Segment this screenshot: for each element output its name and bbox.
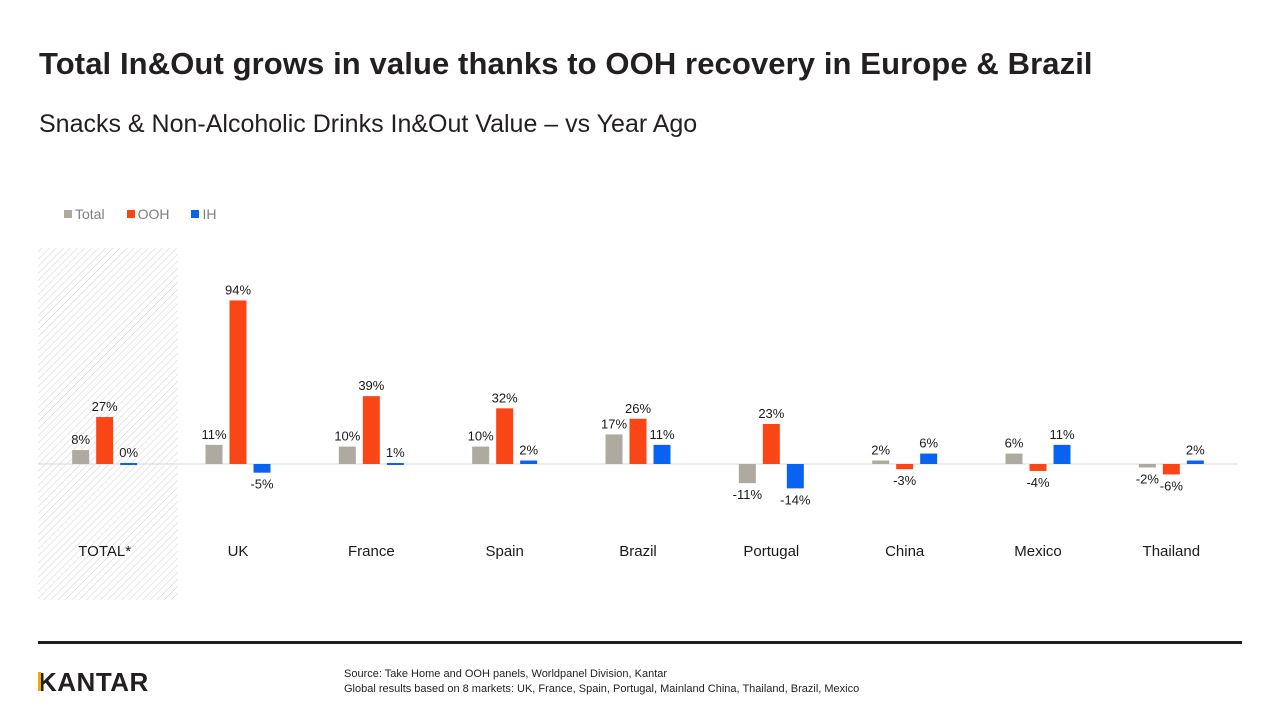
page-subtitle: Snacks & Non-Alcoholic Drinks In&Out Val… bbox=[39, 110, 698, 138]
logo-accent-mark bbox=[38, 672, 41, 691]
data-label-ooh-mexico: -4% bbox=[1026, 475, 1050, 490]
bar-total-thailand bbox=[1138, 464, 1156, 468]
bars-layer bbox=[72, 300, 1204, 489]
legend-item-ih: IH bbox=[191, 206, 216, 222]
data-label-ih-thailand: 2% bbox=[1186, 443, 1205, 458]
bar-ooh-france bbox=[362, 396, 380, 464]
data-label-ih-total: 0% bbox=[119, 445, 138, 460]
data-label-total-mexico: 6% bbox=[1005, 436, 1024, 451]
bar-total-brazil bbox=[605, 434, 623, 464]
data-label-ooh-france: 39% bbox=[358, 378, 384, 393]
source-line-2: Global results based on 8 markets: UK, F… bbox=[344, 683, 860, 695]
data-label-ooh-portugal: 23% bbox=[758, 406, 784, 421]
bar-ih-uk bbox=[253, 464, 271, 473]
legend-label-total: Total bbox=[75, 206, 105, 222]
bar-total-total bbox=[72, 450, 90, 464]
kantar-logo: KANTAR bbox=[38, 667, 149, 697]
bar-total-portugal bbox=[738, 464, 756, 484]
bar-ooh-portugal bbox=[762, 423, 780, 464]
bar-ih-thailand bbox=[1186, 460, 1204, 464]
bar-total-china bbox=[872, 460, 890, 464]
bar-ooh-brazil bbox=[629, 418, 647, 464]
bar-total-mexico bbox=[1005, 453, 1023, 464]
data-label-total-total: 8% bbox=[71, 432, 90, 447]
data-label-ih-uk: -5% bbox=[250, 477, 274, 492]
bar-ooh-thailand bbox=[1162, 464, 1180, 475]
bar-total-spain bbox=[472, 446, 490, 464]
data-label-ooh-total: 27% bbox=[92, 399, 118, 414]
data-label-total-brazil: 17% bbox=[601, 416, 627, 431]
category-label-brazil: Brazil bbox=[619, 543, 657, 560]
data-label-total-uk: 11% bbox=[201, 427, 226, 442]
data-label-ooh-uk: 94% bbox=[225, 282, 251, 297]
bar-ooh-china bbox=[896, 464, 914, 470]
category-label-total: TOTAL* bbox=[78, 543, 131, 560]
footer-divider bbox=[38, 641, 1242, 644]
bar-ooh-spain bbox=[496, 408, 514, 464]
legend-swatch-ooh bbox=[126, 210, 135, 218]
data-label-ooh-brazil: 26% bbox=[625, 401, 651, 416]
bar-total-uk bbox=[205, 444, 223, 464]
category-label-uk: UK bbox=[228, 543, 249, 560]
source-line-1: Source: Take Home and OOH panels, Worldp… bbox=[344, 668, 668, 680]
category-label-mexico: Mexico bbox=[1014, 543, 1062, 560]
bar-total-france bbox=[338, 446, 356, 464]
data-label-ih-mexico: 11% bbox=[1049, 427, 1074, 442]
category-label-spain: Spain bbox=[485, 543, 523, 560]
legend-swatch-total bbox=[64, 210, 72, 218]
category-label-china: China bbox=[885, 543, 925, 560]
legend-item-total: Total bbox=[64, 206, 105, 222]
data-label-ih-china: 6% bbox=[919, 436, 938, 451]
bar-chart: 8% 27% 0% TOTAL* 11% 94% -5% UK 10% 39% 1% France 10… bbox=[38, 248, 1238, 600]
bar-ih-portugal bbox=[786, 464, 804, 489]
chart-legend: Total OOH IH bbox=[64, 206, 216, 222]
category-label-thailand: Thailand bbox=[1143, 543, 1201, 560]
category-label-portugal: Portugal bbox=[743, 543, 799, 560]
data-label-ih-france: 1% bbox=[386, 445, 405, 460]
legend-item-ooh: OOH bbox=[126, 206, 170, 222]
data-label-ooh-thailand: -6% bbox=[1160, 478, 1184, 493]
bar-ooh-uk bbox=[229, 300, 247, 464]
data-label-total-china: 2% bbox=[871, 443, 890, 458]
data-label-ih-brazil: 11% bbox=[649, 427, 674, 442]
bar-ih-mexico bbox=[1053, 444, 1071, 464]
bar-ih-france bbox=[386, 463, 404, 465]
bar-ih-spain bbox=[520, 460, 538, 464]
category-label-france: France bbox=[348, 543, 395, 560]
legend-label-ooh: OOH bbox=[137, 206, 170, 222]
bar-ih-brazil bbox=[653, 444, 671, 464]
bar-ooh-total bbox=[96, 417, 114, 464]
page-title: Total In&Out grows in value thanks to OO… bbox=[39, 46, 1093, 81]
bar-ih-total bbox=[120, 463, 138, 465]
data-label-ih-spain: 2% bbox=[519, 443, 538, 458]
bar-ooh-mexico bbox=[1029, 464, 1047, 471]
data-label-ooh-spain: 32% bbox=[492, 390, 518, 405]
data-label-total-france: 10% bbox=[334, 429, 360, 444]
data-label-ih-portugal: -14% bbox=[780, 492, 811, 507]
data-label-total-portugal: -11% bbox=[733, 487, 763, 502]
legend-label-ih: IH bbox=[202, 206, 217, 222]
labels-layer: 8% 27% 0% TOTAL* 11% 94% -5% UK 10% 39% 1% France 10… bbox=[71, 282, 1205, 560]
data-label-total-thailand: -2% bbox=[1136, 471, 1160, 486]
legend-swatch-ih bbox=[191, 210, 200, 218]
source-note: Source: Take Home and OOH panels, Worldp… bbox=[344, 667, 859, 697]
data-label-ooh-china: -3% bbox=[893, 473, 917, 488]
bar-ih-china bbox=[920, 453, 938, 464]
data-label-total-spain: 10% bbox=[468, 429, 494, 444]
